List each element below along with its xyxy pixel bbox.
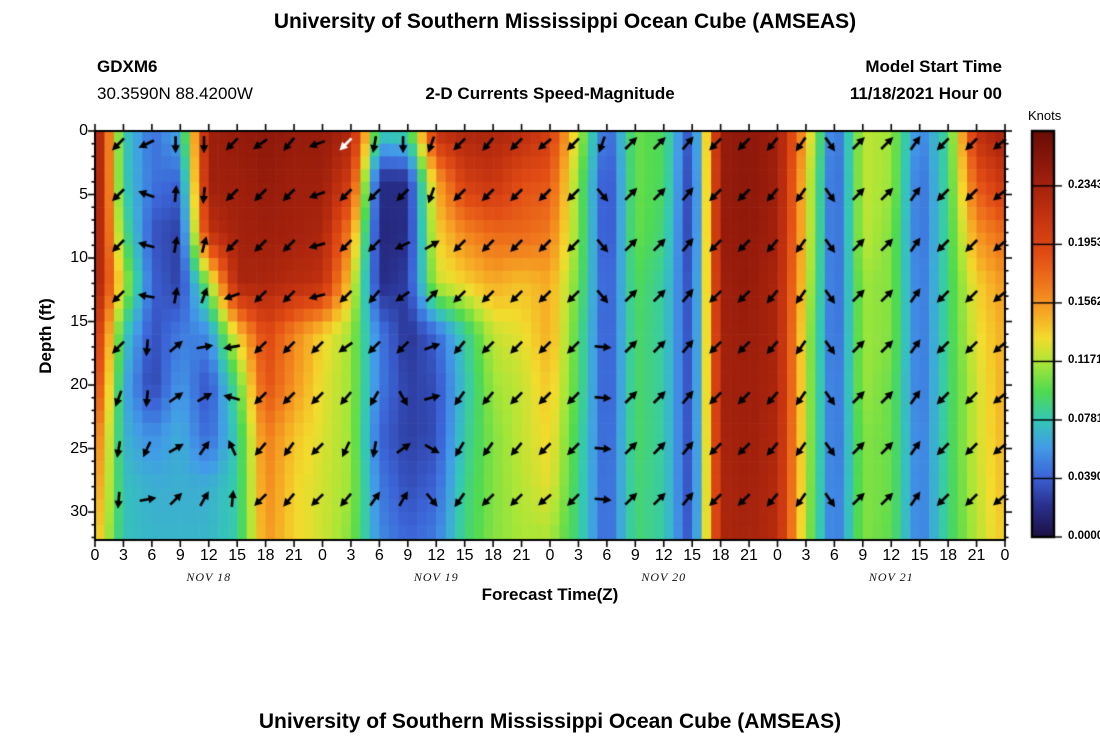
y-axis-title: Depth (ft) xyxy=(36,298,55,374)
x-tick-label: 15 xyxy=(455,547,474,564)
y-tick-label: 30 xyxy=(70,503,88,521)
x-axis-date-label: NOV 19 xyxy=(413,570,459,584)
model-start-label: Model Start Time xyxy=(865,57,1002,76)
model-start-value: 11/18/2021 Hour 00 xyxy=(849,84,1002,103)
colorbar-tick-label: 0.07812 xyxy=(1068,412,1100,425)
x-tick-label: 12 xyxy=(199,547,218,564)
x-tick-label: 15 xyxy=(228,547,247,564)
x-tick-label: 9 xyxy=(858,547,868,564)
y-tick-label: 5 xyxy=(79,185,88,203)
x-tick-label: 3 xyxy=(346,547,356,564)
x-tick-label: 15 xyxy=(910,547,929,564)
x-tick-label: 6 xyxy=(829,547,839,564)
x-tick-label: 12 xyxy=(427,547,446,564)
x-tick-label: 6 xyxy=(374,547,384,564)
colorbar-tick-label: 0.11718 xyxy=(1068,354,1100,367)
x-tick-label: 18 xyxy=(939,547,958,564)
x-axis-title: Forecast Time(Z) xyxy=(481,585,619,604)
second-panel-title: University of Southern Mississippi Ocean… xyxy=(258,710,842,733)
x-tick-label: 21 xyxy=(512,547,531,564)
x-tick-label: 0 xyxy=(545,547,555,564)
x-axis-date-label: NOV 20 xyxy=(641,570,687,584)
colorbar-tick-label: 0.15625 xyxy=(1068,295,1100,308)
x-tick-label: 6 xyxy=(602,547,612,564)
station-id: GDXM6 xyxy=(97,57,158,76)
x-axis-date-label: NOV 18 xyxy=(186,570,232,584)
x-tick-label: 0 xyxy=(773,547,782,564)
y-tick-label: 0 xyxy=(79,122,88,139)
colorbar-tick-label: 0.00000 xyxy=(1068,530,1100,542)
colorbar-tick-label: 0.03906 xyxy=(1068,471,1100,484)
x-tick-label: 18 xyxy=(484,547,503,564)
x-tick-label: 21 xyxy=(740,547,758,564)
colorbar-tick-label: 0.19531 xyxy=(1068,237,1100,250)
station-coordinates: 30.3590N 88.4200W xyxy=(97,84,253,103)
x-tick-label: 18 xyxy=(711,547,730,564)
chart-subtitle: 2-D Currents Speed-Magnitude xyxy=(425,84,675,103)
x-tick-label: 0 xyxy=(90,547,100,564)
x-tick-label: 12 xyxy=(882,547,901,564)
x-tick-label: 21 xyxy=(285,547,303,564)
x-tick-label: 18 xyxy=(256,547,275,564)
x-tick-label: 21 xyxy=(967,547,986,564)
page-title: University of Southern Mississippi Ocean… xyxy=(273,10,857,33)
x-tick-label: 9 xyxy=(630,547,640,564)
x-tick-label: 6 xyxy=(147,547,157,564)
x-tick-label: 0 xyxy=(318,547,327,564)
x-axis-date-label: NOV 21 xyxy=(868,570,914,584)
colorbar-tick-label: 0.23437 xyxy=(1068,178,1100,191)
x-tick-label: 15 xyxy=(683,547,702,564)
x-tick-label: 12 xyxy=(654,547,673,564)
x-tick-label: 9 xyxy=(175,547,185,564)
x-tick-label: 3 xyxy=(573,547,583,564)
y-tick-label: 10 xyxy=(70,249,88,267)
x-tick-label: 0 xyxy=(1000,547,1010,564)
x-tick-label: 9 xyxy=(403,547,413,564)
x-tick-label: 3 xyxy=(801,547,811,564)
y-tick-label: 25 xyxy=(70,439,88,457)
colorbar-unit-label: Knots xyxy=(1028,108,1062,123)
y-tick-label: 15 xyxy=(70,312,88,330)
y-tick-label: 20 xyxy=(70,376,88,394)
x-tick-label: 3 xyxy=(118,547,128,564)
